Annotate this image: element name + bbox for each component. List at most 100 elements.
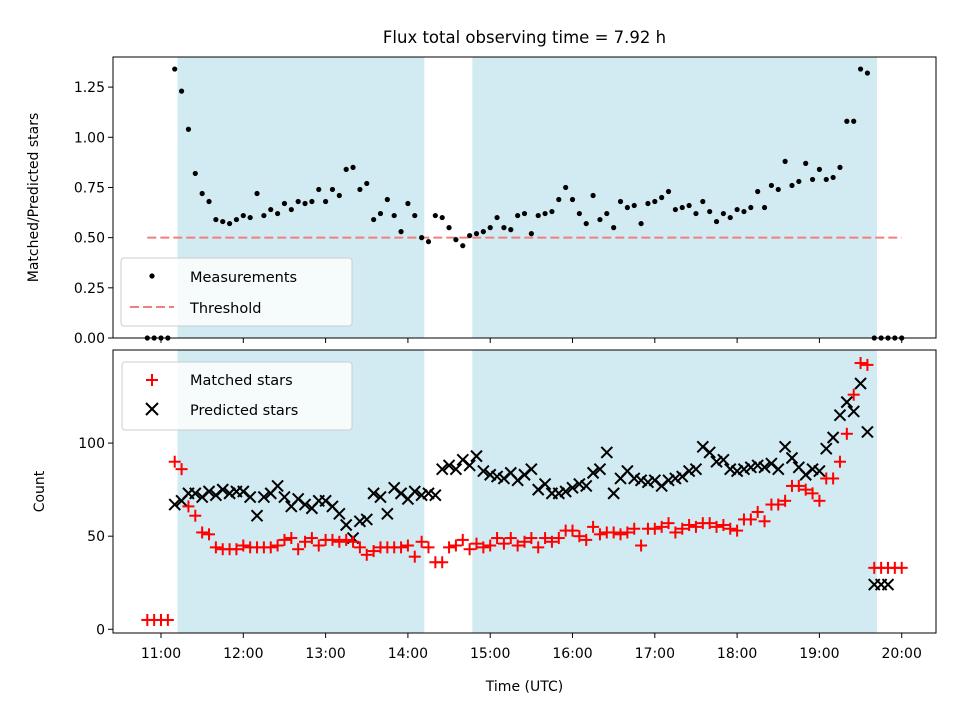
predicted-star-stroke (442, 459, 456, 472)
predicted-star-point (271, 479, 284, 493)
matched-star-point (477, 541, 490, 554)
measurement-point (371, 216, 377, 223)
predicted-star-point (168, 498, 181, 511)
matched-star-point (806, 487, 819, 500)
measurement-point (220, 218, 226, 225)
predicted-star-stroke (278, 490, 291, 504)
predicted-star-point (339, 518, 353, 532)
predicted-star-point (367, 487, 380, 500)
predicted-star-stroke (250, 509, 264, 522)
matched-star-point (614, 528, 627, 541)
measurement-point (830, 174, 836, 181)
measurement-point (206, 198, 212, 205)
x-axis-label: Time (UTC) (485, 679, 563, 695)
matched-star-point (415, 535, 428, 548)
measurement-point (645, 200, 651, 207)
predicted-star-point (429, 489, 442, 502)
matched-star-point (717, 519, 730, 532)
top-legend: Measurements Threshold (120, 257, 353, 327)
predicted-star-stroke (586, 466, 600, 480)
matched-star-point (209, 541, 222, 554)
predicted-star-point (202, 485, 216, 498)
predicted-star-point (580, 479, 593, 493)
predicted-star-stroke (854, 377, 867, 390)
predicted-star-point (586, 466, 600, 480)
measurement-point (515, 212, 521, 219)
predicted-star-stroke (696, 440, 710, 454)
predicted-star-stroke (360, 513, 373, 526)
matched-star-point (545, 535, 558, 548)
matched-star-point (662, 517, 675, 530)
measurements-series (144, 66, 905, 341)
x-tick-label: 17:00 (635, 646, 675, 662)
measurement-point (563, 184, 569, 191)
predicted-star-stroke (792, 461, 806, 474)
measurement-point (720, 210, 726, 217)
top-axes-frame (112, 56, 937, 339)
measurement-point (782, 158, 788, 164)
predicted-star-stroke (374, 490, 387, 504)
predicted-star-point (538, 477, 552, 491)
predicted-star-stroke (785, 451, 799, 465)
measurement-point (624, 204, 630, 211)
predicted-star-point (449, 462, 463, 476)
measurement-point (789, 182, 795, 189)
measurement-point (823, 176, 829, 183)
predicted-star-stroke (758, 461, 771, 474)
matched-star-point (511, 539, 524, 552)
predicted-star-stroke (881, 578, 895, 591)
predicted-star-point (833, 408, 847, 422)
measurement-point (357, 186, 363, 193)
matched-star-point (278, 533, 291, 546)
matched-star-point (724, 522, 737, 535)
measurement-point (364, 180, 370, 187)
top-y-tick-label: 0.25 (74, 281, 105, 297)
predicted-star-stroke (504, 466, 517, 480)
x-tick-label: 16:00 (552, 646, 592, 662)
legend-measurements-marker (149, 273, 155, 279)
matched-star-point (347, 535, 360, 548)
matched-star-point (539, 532, 552, 545)
measurement-point (432, 212, 438, 219)
measurement-point (233, 216, 240, 223)
measurement-point (528, 231, 534, 237)
measurement-point (384, 196, 390, 203)
predicted-star-stroke (724, 462, 737, 476)
matched-star-point (175, 463, 188, 476)
predicted-star-stroke (847, 405, 860, 418)
x-tick-label: 13:00 (305, 646, 345, 662)
top-y-tick-label: 0.75 (74, 180, 105, 196)
predicted-star-stroke (600, 446, 614, 459)
matched-star-point (525, 532, 538, 545)
top-panel: 0.00 0.25 0.50 0.75 1.00 1.25 Flux total obse… (26, 28, 937, 347)
measurement-point (775, 186, 781, 193)
bottom-shaded-interval (472, 350, 878, 633)
predicted-star-point (600, 446, 614, 459)
measurement-point (556, 196, 562, 203)
measurement-point (199, 190, 205, 197)
matched-star-point (676, 522, 689, 535)
predicted-star-point (881, 578, 895, 591)
predicted-star-stroke (168, 498, 181, 511)
matched-star-point (758, 515, 771, 528)
bottom-y-axis-label: Count (32, 470, 48, 512)
matched-star-point (833, 455, 846, 468)
matched-star-point (840, 427, 853, 440)
matched-star-point (792, 479, 805, 492)
measurement-point (302, 200, 308, 207)
predicted-star-stroke (422, 487, 435, 500)
measurement-point (336, 192, 342, 199)
matched-star-point (271, 539, 284, 552)
measurement-point (343, 166, 349, 172)
measurement-point (467, 233, 473, 239)
legend-matched-marker (146, 374, 158, 386)
bottom-x-ticks: 11:00 12:00 13:00 14:00 15:00 16:00 17:00 18:00… (141, 633, 922, 662)
measurement-point (323, 198, 329, 205)
measurement-point (412, 212, 418, 219)
predicted-star-point (847, 405, 860, 418)
measurement-point (508, 227, 514, 233)
measurement-point (631, 202, 637, 209)
predicted-star-stroke (408, 485, 421, 498)
bottom-y-tick-label: 0 (96, 622, 105, 638)
measurement-point (377, 210, 384, 217)
